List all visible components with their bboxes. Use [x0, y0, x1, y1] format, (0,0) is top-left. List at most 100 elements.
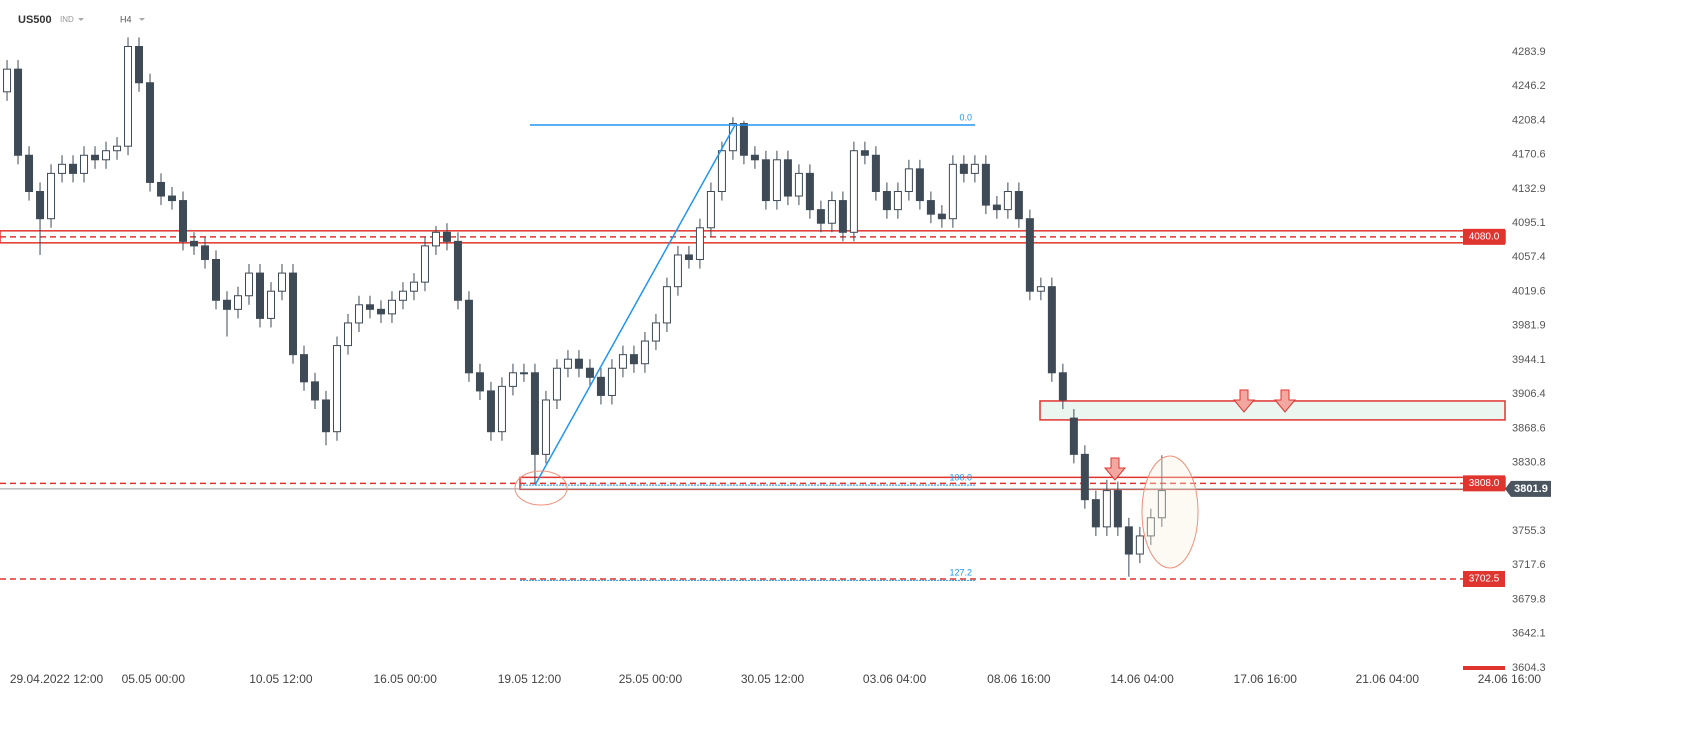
- candle-body: [805, 172, 814, 211]
- candle-body: [464, 299, 473, 374]
- y-tick-label: 3830.8: [1512, 457, 1546, 469]
- candle-body: [937, 213, 946, 220]
- level-label-bg: [1463, 228, 1505, 245]
- last-price-label: 3801.9: [1514, 483, 1548, 495]
- overlay-layer: 0.0 100.0 127.2: [520, 112, 975, 581]
- candle-body: [871, 154, 880, 193]
- candle-body: [508, 372, 517, 387]
- candle-body: [58, 163, 67, 174]
- candle-body: [398, 290, 407, 301]
- y-tick-label: 4132.9: [1512, 183, 1546, 195]
- candle-body: [91, 154, 100, 161]
- candle-body: [36, 191, 45, 220]
- fib-label: 127.2: [949, 568, 972, 578]
- candle-body: [234, 295, 243, 310]
- y-tick-label: 4208.4: [1512, 114, 1546, 126]
- dropdown-icon[interactable]: [139, 18, 145, 21]
- x-tick-label: 10.05 12:00: [249, 672, 313, 686]
- candle-body: [190, 240, 199, 247]
- candle-body: [25, 154, 34, 193]
- level-label-bg: [1463, 475, 1505, 492]
- x-tick-label: 30.05 12:00: [741, 672, 805, 686]
- candle-body: [1036, 286, 1045, 292]
- level-label-bg: [1463, 570, 1505, 587]
- candle-body: [1157, 490, 1166, 519]
- candle-body: [201, 245, 210, 260]
- candle-body: [629, 354, 638, 365]
- candle-body: [574, 358, 583, 369]
- candle-body: [223, 299, 232, 310]
- candle-body: [3, 68, 12, 93]
- candle-body: [321, 399, 330, 433]
- y-tick-label: 3717.6: [1512, 559, 1546, 571]
- candle-body: [1113, 490, 1122, 528]
- candle-body: [14, 68, 23, 156]
- candle-body: [69, 163, 78, 174]
- candle-body: [113, 145, 122, 152]
- axis-marker: [1463, 666, 1505, 670]
- candle-body: [179, 200, 188, 242]
- candle-body: [146, 82, 155, 183]
- candle-body: [882, 191, 891, 211]
- candle-body: [255, 272, 264, 319]
- candle-body: [530, 372, 539, 455]
- candle-body: [794, 172, 803, 197]
- level-label: 4080.0: [1469, 231, 1500, 242]
- candle-body: [695, 227, 704, 260]
- candle-body: [1014, 191, 1023, 220]
- candle-body: [1080, 453, 1089, 501]
- timeframe[interactable]: H4: [120, 14, 132, 24]
- candle-body: [277, 272, 286, 292]
- candle-body: [717, 150, 726, 193]
- x-tick-label: 29.04.2022 12:00: [10, 672, 104, 686]
- candle-body: [860, 150, 869, 156]
- last-price-label-bg: [1505, 480, 1551, 497]
- candle-body: [541, 399, 550, 455]
- y-tick-label: 4246.2: [1512, 80, 1546, 92]
- arrows: [1103, 389, 1297, 481]
- candle-body: [772, 159, 781, 202]
- candle-body: [915, 168, 924, 202]
- candle-body: [640, 340, 649, 365]
- x-tick-label: 25.05 00:00: [619, 672, 683, 686]
- candle-body: [1047, 286, 1056, 374]
- candle-body: [102, 150, 111, 161]
- candle-body: [563, 358, 572, 369]
- fib-label: 0.0: [959, 112, 972, 122]
- candle-body: [409, 281, 418, 292]
- levels-layer: [0, 230, 1506, 580]
- down-arrow: [1232, 389, 1256, 413]
- candle-body: [453, 240, 462, 301]
- candle-body: [959, 163, 968, 174]
- y-tick-label: 3868.6: [1512, 422, 1546, 434]
- candle-body: [1091, 499, 1100, 528]
- candle-body: [662, 286, 671, 324]
- candle-body: [1135, 535, 1144, 555]
- candle-body: [486, 390, 495, 433]
- candle-body: [310, 381, 319, 401]
- x-tick-label: 14.06 04:00: [1110, 672, 1174, 686]
- candle-body: [618, 354, 627, 369]
- symbol[interactable]: US500: [18, 14, 52, 26]
- candle-body: [245, 272, 254, 297]
- x-tick-label: 05.05 00:00: [122, 672, 186, 686]
- y-tick-label: 3642.1: [1512, 628, 1546, 640]
- candle-body: [838, 200, 847, 233]
- resistance-zone: [1039, 400, 1506, 421]
- candle-body: [168, 195, 177, 202]
- candle-body: [926, 200, 935, 215]
- dropdown-icon[interactable]: [78, 18, 84, 21]
- y-tick-label: 4170.6: [1512, 149, 1546, 161]
- candle-body: [552, 367, 561, 401]
- y-tick-label: 3981.9: [1512, 320, 1546, 332]
- y-tick-label: 4095.1: [1512, 217, 1546, 229]
- candle-body: [948, 163, 957, 220]
- candle-body: [376, 308, 385, 315]
- candle-body: [596, 376, 605, 396]
- candle-body: [1146, 517, 1155, 537]
- x-tick-label: 03.06 04:00: [863, 672, 927, 686]
- candle-body: [519, 372, 528, 375]
- candle-body: [1124, 526, 1133, 555]
